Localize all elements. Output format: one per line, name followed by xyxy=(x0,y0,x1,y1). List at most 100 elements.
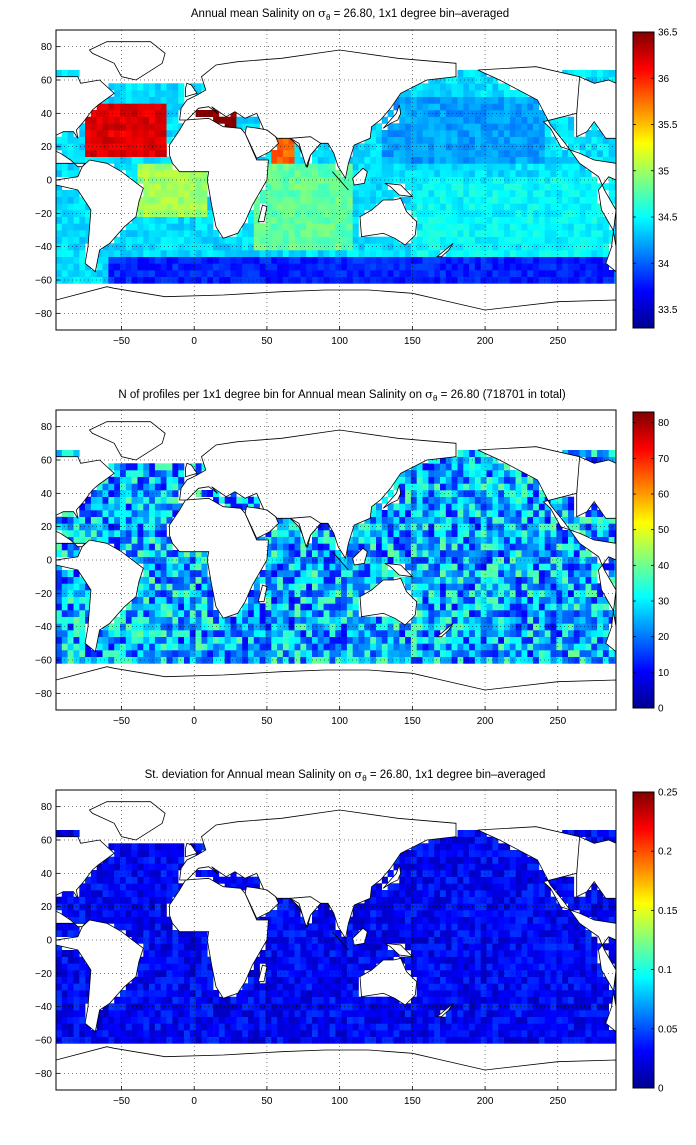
heat-cell xyxy=(190,650,196,657)
heat-cell xyxy=(492,117,498,124)
heat-cell xyxy=(469,223,475,230)
heat-cell xyxy=(405,1023,411,1030)
heat-cell xyxy=(79,630,85,637)
heat-cell xyxy=(603,237,609,244)
heat-cell xyxy=(440,130,446,137)
heat-cell xyxy=(586,237,592,244)
heat-cell xyxy=(207,597,213,604)
x-tick-label: 100 xyxy=(331,716,348,727)
heat-cell xyxy=(487,490,493,497)
heat-cell xyxy=(522,610,528,617)
heat-cell xyxy=(487,623,493,630)
heat-cell xyxy=(312,163,318,170)
heat-cell xyxy=(434,110,440,117)
heat-cell xyxy=(562,117,568,124)
heat-cell xyxy=(132,257,138,264)
heat-cell xyxy=(417,123,423,130)
heat-cell xyxy=(504,517,510,524)
heat-cell xyxy=(289,570,295,577)
heat-cell xyxy=(114,103,120,110)
heat-cell xyxy=(574,190,580,197)
heat-cell xyxy=(295,550,301,557)
heat-cell xyxy=(97,1037,103,1044)
heat-cell xyxy=(423,170,429,177)
heat-cell xyxy=(492,503,498,510)
heat-cell xyxy=(266,1030,272,1037)
heat-cell xyxy=(591,583,597,590)
heat-cell xyxy=(434,557,440,564)
heat-cell xyxy=(405,630,411,637)
heat-cell xyxy=(434,650,440,657)
heat-cell xyxy=(68,630,74,637)
heat-cell xyxy=(155,630,161,637)
heat-cell xyxy=(504,263,510,270)
heat-cell xyxy=(167,630,173,637)
heat-cell xyxy=(423,110,429,117)
heat-cell xyxy=(68,643,74,650)
colorbar-tick-label: 40 xyxy=(658,561,670,572)
heat-cell xyxy=(586,183,592,190)
heat-cell xyxy=(423,157,429,164)
heat-cell xyxy=(475,230,481,237)
heat-cell xyxy=(161,637,167,644)
heat-cell xyxy=(417,183,423,190)
heat-cell xyxy=(481,523,487,530)
heat-cell xyxy=(568,197,574,204)
heat-cell xyxy=(283,1023,289,1030)
heat-cell xyxy=(487,470,493,477)
heat-cell xyxy=(452,1023,458,1030)
heat-cell xyxy=(463,1023,469,1030)
heat-cell xyxy=(126,270,132,277)
heat-cell xyxy=(382,517,388,524)
heat-cell xyxy=(91,497,97,504)
heat-cell xyxy=(498,1017,504,1024)
heat-cell xyxy=(522,577,528,584)
heat-cell xyxy=(364,637,370,644)
heat-cell xyxy=(184,650,190,657)
heat-cell xyxy=(452,170,458,177)
heat-cell xyxy=(138,257,144,264)
heat-cell xyxy=(161,237,167,244)
heat-cell xyxy=(114,483,120,490)
heat-cell xyxy=(498,463,504,470)
heat-cell xyxy=(597,530,603,537)
heat-cell xyxy=(551,203,557,210)
heat-cell xyxy=(498,597,504,604)
heat-cell xyxy=(423,510,429,517)
heat-cell xyxy=(376,157,382,164)
heat-cell xyxy=(434,150,440,157)
heat-cell xyxy=(289,577,295,584)
heat-cell xyxy=(202,1030,208,1037)
heat-cell xyxy=(161,210,167,217)
heat-cell xyxy=(295,250,301,257)
heat-cell xyxy=(516,650,522,657)
heat-cell xyxy=(114,137,120,144)
heat-cell xyxy=(615,230,621,237)
heat-cell xyxy=(295,270,301,277)
heat-cell xyxy=(405,503,411,510)
heat-cell xyxy=(434,470,440,477)
heat-cell xyxy=(155,577,161,584)
heat-cell xyxy=(481,250,487,257)
heat-cell xyxy=(556,617,562,624)
heat-cell xyxy=(184,570,190,577)
heat-cell xyxy=(417,563,423,570)
heat-cell xyxy=(213,630,219,637)
heat-cell xyxy=(306,217,312,224)
heat-cell xyxy=(108,530,114,537)
heat-cell xyxy=(289,603,295,610)
heat-cell xyxy=(417,623,423,630)
heat-cell xyxy=(132,123,138,130)
heat-cell xyxy=(440,463,446,470)
heat-cell xyxy=(469,257,475,264)
heat-cell xyxy=(469,603,475,610)
heat-cell xyxy=(56,270,62,277)
heat-cell xyxy=(300,190,306,197)
heat-cell xyxy=(149,137,155,144)
heat-cell xyxy=(516,563,522,570)
heat-cell xyxy=(487,190,493,197)
heat-cell xyxy=(556,190,562,197)
heat-cell xyxy=(568,537,574,544)
heat-cell xyxy=(289,550,295,557)
heat-cell xyxy=(300,590,306,597)
